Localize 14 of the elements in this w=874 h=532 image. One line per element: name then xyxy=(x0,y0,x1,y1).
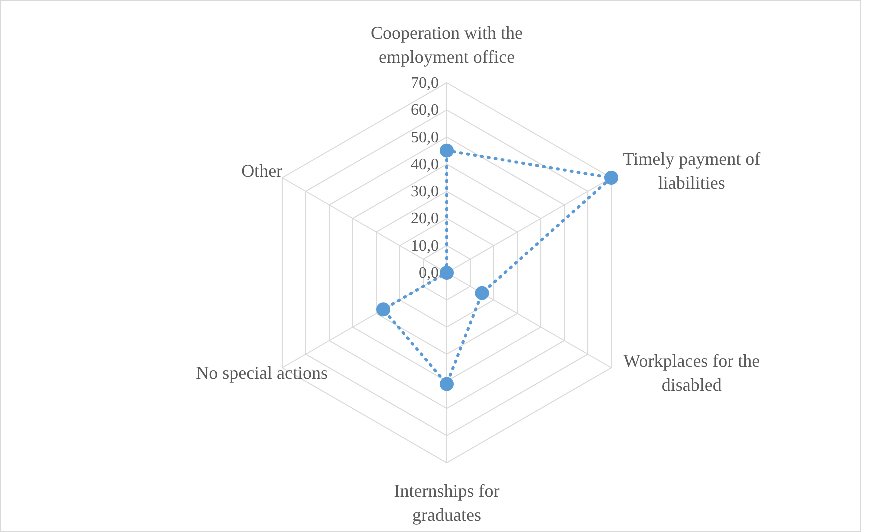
spoke-label: Timely payment of liabilities xyxy=(623,149,761,193)
y-tick-label: 20,0 xyxy=(411,210,439,228)
spoke-label: No special actions xyxy=(196,363,328,383)
y-tick-label: 40,0 xyxy=(411,156,439,174)
y-tick-label: 70,0 xyxy=(411,75,439,92)
spoke-label: Workplaces for the disabled xyxy=(624,351,760,395)
y-tick-label: 0,0 xyxy=(419,265,439,282)
y-tick-label: 10,0 xyxy=(411,238,439,255)
y-tick-label: 50,0 xyxy=(411,129,439,146)
y-tick-label: 30,0 xyxy=(411,184,439,201)
spoke-label: Cooperation with the employment office xyxy=(371,23,523,67)
spoke-label: Internships for graduates xyxy=(394,481,500,525)
spoke-label: Other xyxy=(242,161,283,181)
y-tick-label: 60,0 xyxy=(411,102,439,120)
